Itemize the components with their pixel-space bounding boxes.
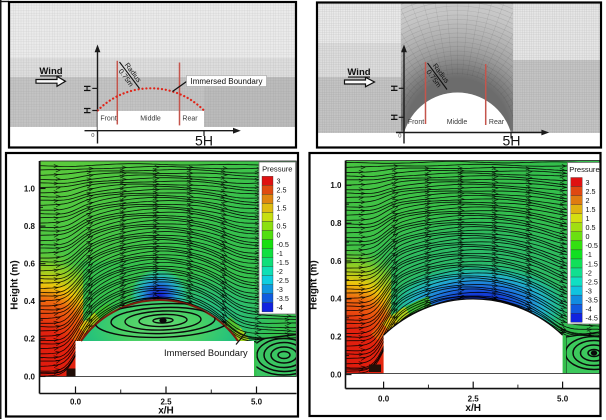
svg-text:Pressure: Pressure: [262, 165, 292, 174]
svg-text:Wind: Wind: [347, 67, 370, 78]
svg-text:0.4: 0.4: [24, 297, 36, 306]
svg-text:Immersed Boundary: Immersed Boundary: [164, 348, 248, 358]
svg-text:-1: -1: [277, 249, 283, 258]
svg-text:-3: -3: [586, 286, 592, 295]
svg-text:0: 0: [277, 231, 281, 240]
svg-text:x/H: x/H: [465, 403, 481, 414]
svg-text:H: H: [390, 85, 400, 92]
svg-text:1.0: 1.0: [330, 181, 342, 190]
svg-text:1.0: 1.0: [24, 184, 36, 193]
svg-text:-1: -1: [586, 250, 592, 259]
svg-text:-4: -4: [586, 305, 592, 314]
svg-text:-0.5: -0.5: [277, 240, 289, 249]
svg-text:Middle: Middle: [140, 115, 161, 122]
svg-text:5.0: 5.0: [557, 395, 569, 404]
svg-text:0.6: 0.6: [24, 260, 36, 269]
svg-text:-3.5: -3.5: [586, 295, 598, 304]
svg-text:Rear: Rear: [182, 115, 198, 122]
svg-text:2: 2: [277, 195, 281, 204]
svg-text:H: H: [390, 114, 400, 121]
svg-text:0: 0: [91, 133, 94, 139]
svg-text:Wind: Wind: [39, 66, 62, 77]
svg-text:x/H: x/H: [158, 406, 174, 417]
svg-text:0.8: 0.8: [24, 222, 36, 231]
svg-text:1: 1: [586, 214, 590, 223]
svg-text:-4: -4: [277, 303, 283, 312]
svg-text:Pressure: Pressure: [569, 165, 599, 174]
svg-text:-1.5: -1.5: [586, 259, 598, 268]
svg-text:0.0: 0.0: [70, 398, 82, 407]
svg-text:-3.5: -3.5: [277, 294, 289, 303]
svg-text:-4.5: -4.5: [586, 314, 598, 323]
svg-text:0: 0: [586, 232, 590, 241]
svg-text:2.5: 2.5: [586, 187, 596, 196]
svg-text:Front: Front: [408, 119, 424, 126]
svg-text:0.2: 0.2: [330, 333, 342, 342]
svg-text:Rear: Rear: [489, 119, 505, 126]
svg-text:3: 3: [277, 177, 281, 186]
svg-text:0.0: 0.0: [330, 370, 342, 379]
svg-text:1.5: 1.5: [277, 204, 287, 213]
svg-text:Height (m): Height (m): [10, 260, 21, 309]
svg-text:5.0: 5.0: [251, 398, 263, 407]
svg-text:Height (m): Height (m): [309, 260, 320, 309]
svg-text:0.8: 0.8: [330, 219, 342, 228]
svg-text:0.6: 0.6: [330, 257, 342, 266]
svg-text:1: 1: [277, 213, 281, 222]
svg-text:3: 3: [586, 178, 590, 187]
svg-text:2.5: 2.5: [160, 398, 172, 407]
svg-text:5H: 5H: [503, 133, 521, 149]
svg-text:0: 0: [398, 134, 401, 140]
svg-text:H: H: [83, 107, 93, 114]
svg-text:-0.5: -0.5: [586, 241, 598, 250]
svg-text:2.5: 2.5: [468, 395, 480, 404]
svg-text:Immersed Boundary: Immersed Boundary: [190, 77, 262, 86]
svg-text:H: H: [83, 85, 93, 92]
svg-text:Middle: Middle: [447, 119, 468, 126]
svg-text:0.4: 0.4: [330, 295, 342, 304]
svg-text:-3: -3: [277, 285, 283, 294]
svg-text:0.5: 0.5: [277, 222, 287, 231]
svg-text:1.5: 1.5: [586, 205, 596, 214]
svg-text:Front: Front: [100, 115, 116, 122]
svg-text:5H: 5H: [195, 133, 213, 149]
svg-text:-2: -2: [586, 268, 592, 277]
svg-text:-2.5: -2.5: [277, 276, 289, 285]
svg-text:-2: -2: [277, 267, 283, 276]
svg-text:0.2: 0.2: [24, 335, 36, 344]
svg-text:0.0: 0.0: [378, 395, 390, 404]
svg-text:-1.5: -1.5: [277, 258, 289, 267]
svg-text:-2.5: -2.5: [586, 277, 598, 286]
svg-text:0.5: 0.5: [586, 223, 596, 232]
svg-text:2: 2: [586, 196, 590, 205]
svg-text:2.5: 2.5: [277, 186, 287, 195]
svg-text:0.0: 0.0: [24, 372, 36, 381]
